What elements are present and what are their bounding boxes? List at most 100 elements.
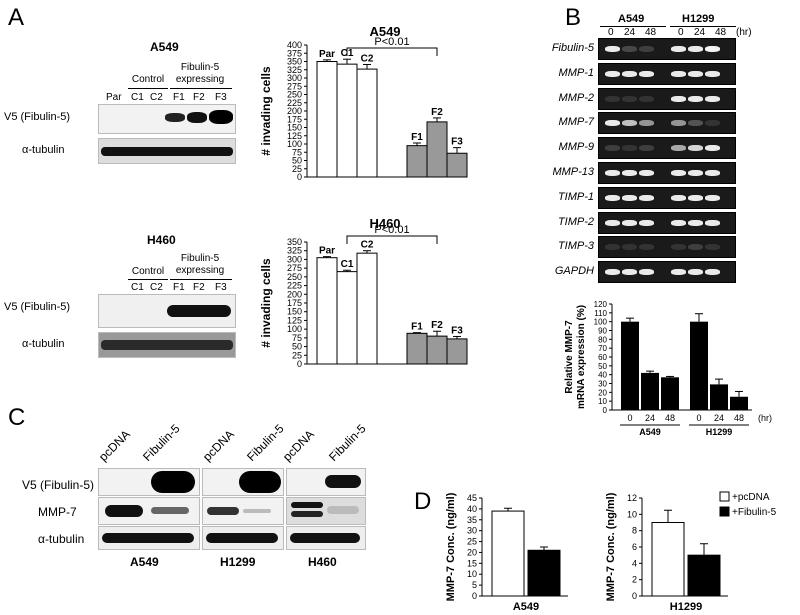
blot2-group-fibulin-l1: Fibulin-5 [180,253,220,264]
gel-band [622,244,637,251]
y-tick-label: 110 [594,309,607,318]
y-tick-label: 300 [287,73,302,83]
blot2-lane-f1: F1 [173,282,185,293]
y-tick-label: 100 [594,318,608,327]
blot2-lane-c1: C1 [131,282,144,293]
blot2-lane-f3: F3 [215,282,227,293]
y-tick-label: 20 [598,388,607,397]
blot1-row-label-v5: V5 (Fibulin-5) [4,111,71,123]
gel-band [688,95,703,102]
gel-band [605,46,620,52]
significance-label: P<0.01 [374,224,409,236]
y-tick-label: 75 [292,147,302,157]
gel-gene-label: TIMP-2 [557,215,594,228]
gel-band [605,244,620,251]
y-tick-label: 75 [292,333,302,343]
gel-gene-label: MMP-9 [558,141,594,154]
y-tick-label: 200 [287,289,302,299]
gel-strip [598,112,736,135]
gel-header-h1299-line [670,26,736,27]
x-tick-label: 0 [627,413,632,423]
bar-label-f3: F3 [451,325,463,336]
panelc-mmp7-a549 [98,497,200,525]
gel-band [671,70,686,77]
gel-band [605,219,620,226]
panel-letter-d: D [414,488,432,515]
panelc-lane-label: Fibulin-5 [140,421,183,464]
bar-label-c2: C2 [361,240,374,251]
bar-label-c2: C2 [361,53,374,64]
gel-time-0a: 0 [608,27,614,38]
gel-band [639,219,654,226]
panelc-lane-label: pcDNA [96,427,133,464]
gel-strip [598,186,736,209]
chart-title: H460 [369,216,400,231]
y-tick-label: 150 [287,307,302,317]
bar [651,522,685,597]
gel-band [671,145,686,152]
y-tick-label: 125 [287,131,302,141]
gel-header-a549: A549 [618,13,645,25]
gel-band [688,269,703,276]
blot1-group-fibulin-l2: expressing [175,74,225,85]
gel-band [622,219,637,226]
y-axis-label: # invading cells [259,258,273,348]
bar-c2 [356,68,378,178]
bar [491,510,525,597]
panelc-cell-a549: A549 [130,555,159,569]
x-axis-label: A549 [513,601,539,613]
y-axis-label: MMP-7 Conc. (ng/ml) [445,492,457,601]
bar-c2 [356,252,378,365]
gel-strip [598,62,736,85]
bar-c1 [336,63,358,178]
y-tick-label: 2 [632,575,637,585]
y-tick-label: 6 [632,542,637,552]
gel-band [688,219,703,226]
gel-gene-label: GAPDH [554,265,594,278]
gel-band [705,120,720,127]
blot2-row-label-v5: V5 (Fibulin-5) [4,301,71,313]
panelc-tubulin-a549 [98,526,200,550]
gel-gene-label: MMP-13 [552,166,594,178]
bar [690,321,708,410]
bar-label-f2: F2 [431,107,443,118]
gel-band [622,120,637,127]
blot1-lane-par: Par [106,92,122,103]
y-tick-label: 0 [632,591,637,601]
panelc-row-label-v5: V5 (Fibulin-5) [22,478,95,492]
blot1-control-line [128,88,168,89]
blot2-lane-f2: F2 [193,282,205,293]
y-tick-label: 350 [287,237,302,247]
y-tick-label: 250 [287,272,302,282]
gel-strip [598,211,736,234]
legend-label: +pcDNA [732,492,770,503]
bar-f3 [446,152,468,178]
gel-band [671,120,686,127]
y-tick-label: 275 [287,263,302,273]
y-tick-label: 45 [467,493,477,503]
gel-band [622,194,637,201]
blot1-lane-f2: F2 [193,92,205,103]
y-tick-label: 25 [292,350,302,360]
y-tick-label: 325 [287,246,302,256]
bar-f2 [426,335,448,365]
bar-f2 [426,121,448,178]
y-tick-label: 225 [287,98,302,108]
y-axis-label: # invading cells [259,66,273,156]
panel-letter-c: C [8,404,26,431]
group-label-h1299: H1299 [706,427,733,437]
bar [730,396,748,410]
panelc-v5-h1299 [202,468,284,496]
y-tick-label: 12 [627,493,637,503]
y-tick-label: 8 [632,526,637,536]
y-tick-label: 60 [598,353,607,362]
gel-band [705,145,720,152]
y-tick-label: 0 [603,406,608,415]
panel-letter-b: B [565,4,582,31]
panelc-tubulin-h1299 [202,526,284,550]
y-tick-label: 200 [287,106,302,116]
gel-band [705,95,720,102]
bar-f3 [446,338,468,365]
invasion-chart-a549: 0255075100125150175200225250275300325350… [259,24,468,182]
